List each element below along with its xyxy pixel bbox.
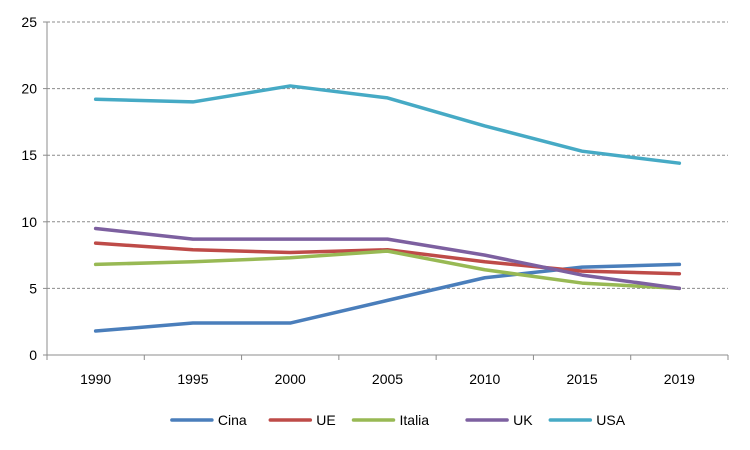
legend-item-italia: Italia [351,412,430,428]
series-line-italia [93,249,682,291]
y-tick-label: 25 [21,14,37,30]
y-tick-label: 15 [21,147,37,163]
legend-label: USA [596,412,625,428]
y-tick-label: 20 [21,81,37,97]
series-line-usa [93,84,682,165]
y-tick-label: 5 [29,280,37,296]
x-tick-label: 2005 [372,371,403,387]
series-lines [93,84,682,333]
legend-label: Cina [218,412,247,428]
legend-label: Italia [400,412,430,428]
axes [43,21,729,360]
legend-label: UE [316,412,335,428]
y-tick-labels: 0 5 10 15 20 25 [21,14,37,363]
x-tick-label: 2000 [275,371,306,387]
x-tick-label: 2015 [566,371,597,387]
legend-item-uk: UK [465,412,533,428]
x-tick-label: 2010 [469,371,500,387]
series-line-ue [93,241,682,276]
x-tick-label: 1995 [177,371,208,387]
series-line-cina [93,262,682,333]
y-tick-label: 0 [29,347,37,363]
legend-item-ue: UE [268,412,336,428]
x-tick-label: 1990 [80,371,111,387]
legend: Cina UE Italia UK USA [170,412,626,428]
x-tick-labels: 1990 1995 2000 2005 2010 2015 2019 [80,371,695,387]
legend-label: UK [513,412,533,428]
legend-item-cina: Cina [170,412,247,428]
legend-item-usa: USA [548,412,626,428]
x-tick-label: 2019 [664,371,695,387]
series-line-uk [93,226,682,291]
y-tick-label: 10 [21,214,37,230]
